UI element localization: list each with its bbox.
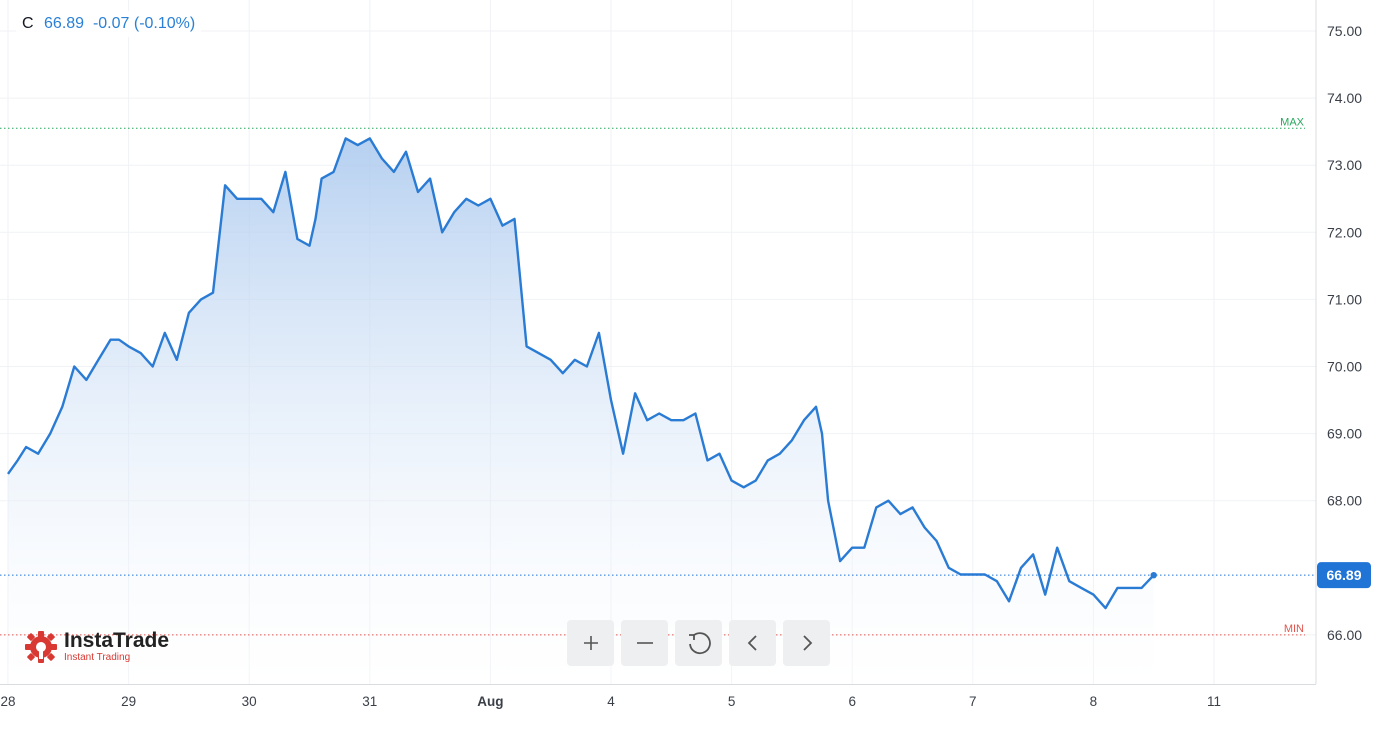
y-tick-label: 71.00 bbox=[1327, 291, 1362, 307]
max-label: MAX bbox=[1280, 116, 1305, 128]
last-price-label: 66.89 bbox=[1326, 567, 1361, 583]
legend-value: 66.89 bbox=[44, 15, 85, 32]
x-tick-label: 11 bbox=[1207, 694, 1221, 709]
x-tick-label: 28 bbox=[0, 694, 15, 709]
logo-tagline: Instant Trading bbox=[64, 652, 131, 663]
price-area bbox=[8, 138, 1154, 684]
zoom-out-button[interactable] bbox=[621, 620, 668, 666]
x-tick-label: Aug bbox=[477, 694, 503, 709]
x-tick-label: 8 bbox=[1090, 694, 1098, 709]
x-tick-label: 4 bbox=[607, 694, 615, 709]
y-tick-label: 66.00 bbox=[1327, 627, 1362, 643]
y-tick-label: 74.00 bbox=[1327, 90, 1362, 106]
chevron-left-icon bbox=[747, 635, 757, 651]
y-tick-label: 72.00 bbox=[1327, 224, 1362, 240]
x-tick-label: 6 bbox=[848, 694, 856, 709]
y-tick-label: 75.00 bbox=[1327, 23, 1362, 39]
x-axis: 28 29 30 31 Aug 4 5 6 7 8 11 bbox=[0, 694, 1221, 709]
ohlc-legend: C 66.89 -0.07 (-0.10%) bbox=[16, 11, 202, 37]
x-tick-label: 29 bbox=[121, 694, 136, 709]
plus-icon bbox=[583, 636, 598, 650]
legend-symbol: C bbox=[22, 15, 34, 32]
minus-icon bbox=[636, 642, 653, 644]
instatrade-logo: InstaTrade Instant Trading bbox=[24, 630, 169, 664]
y-tick-label: 73.00 bbox=[1327, 157, 1362, 173]
last-point-marker bbox=[1150, 571, 1157, 579]
scroll-right-button[interactable] bbox=[783, 620, 830, 666]
x-tick-label: 7 bbox=[969, 694, 977, 709]
reset-button[interactable] bbox=[675, 620, 722, 666]
legend-change: -0.07 bbox=[92, 15, 130, 32]
chevron-right-icon bbox=[802, 635, 812, 651]
scroll-left-button[interactable] bbox=[729, 620, 776, 666]
x-tick-label: 5 bbox=[728, 694, 736, 709]
y-tick-label: 70.00 bbox=[1327, 359, 1362, 375]
x-tick-label: 31 bbox=[362, 694, 377, 709]
min-label: MIN bbox=[1284, 623, 1304, 635]
y-tick-label: 69.00 bbox=[1327, 426, 1362, 442]
last-price-badge bbox=[1317, 562, 1371, 589]
y-axis: 75.00 74.00 73.00 72.00 71.00 70.00 69.00 68.00… bbox=[1327, 23, 1362, 643]
price-line bbox=[7, 137, 1155, 610]
zoom-in-button[interactable] bbox=[567, 620, 614, 666]
gear-logo-icon bbox=[25, 631, 57, 663]
logo-name: InstaTrade bbox=[64, 629, 170, 652]
chart-toolbar bbox=[567, 620, 830, 666]
x-tick-label: 30 bbox=[242, 694, 257, 709]
legend-change-pct: (-0.10%) bbox=[133, 15, 196, 32]
reset-icon bbox=[688, 632, 711, 655]
y-tick-label: 68.00 bbox=[1327, 493, 1362, 509]
